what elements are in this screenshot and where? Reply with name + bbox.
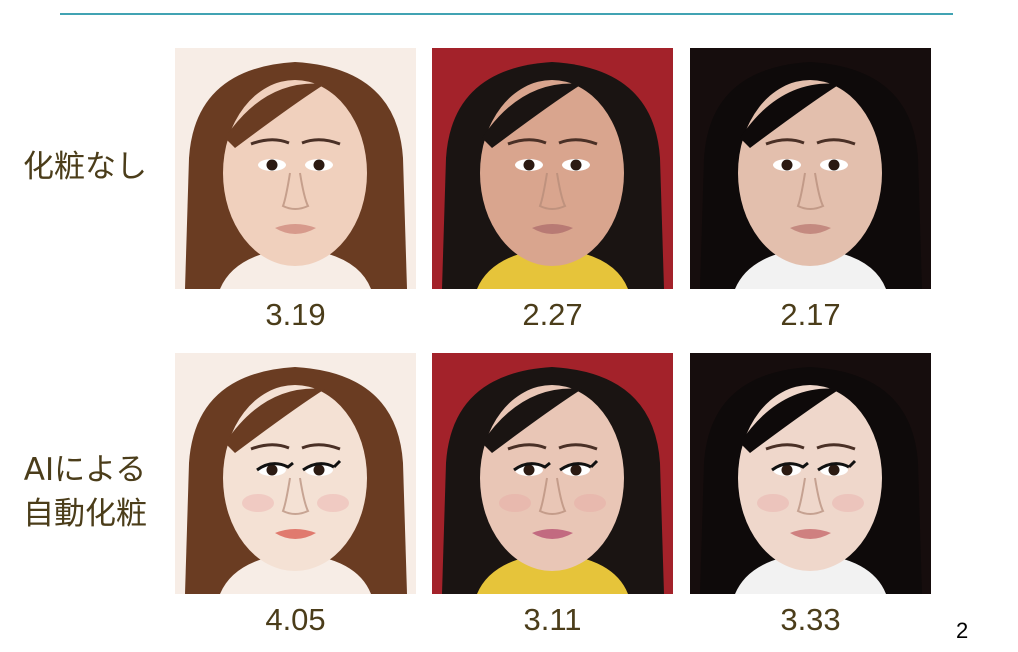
score-label: 4.05 <box>265 602 326 637</box>
face-photo <box>432 353 673 594</box>
score-label: 3.11 <box>523 602 582 637</box>
page-number: 2 <box>956 618 969 643</box>
face-photo <box>690 48 931 289</box>
score-label: 2.27 <box>522 297 583 332</box>
row-label-ai-makeup: AIによる 自動化粧 <box>23 452 147 532</box>
score-label: 2.17 <box>780 297 841 332</box>
face-photo <box>432 48 673 289</box>
face-photo <box>175 353 416 594</box>
header-rule <box>60 13 953 15</box>
score-label: 3.33 <box>780 602 841 637</box>
face-photo <box>175 48 416 289</box>
score-label: 3.19 <box>265 297 326 332</box>
row-label-no-makeup: 化粧なし <box>23 149 147 185</box>
face-photo <box>690 353 931 594</box>
